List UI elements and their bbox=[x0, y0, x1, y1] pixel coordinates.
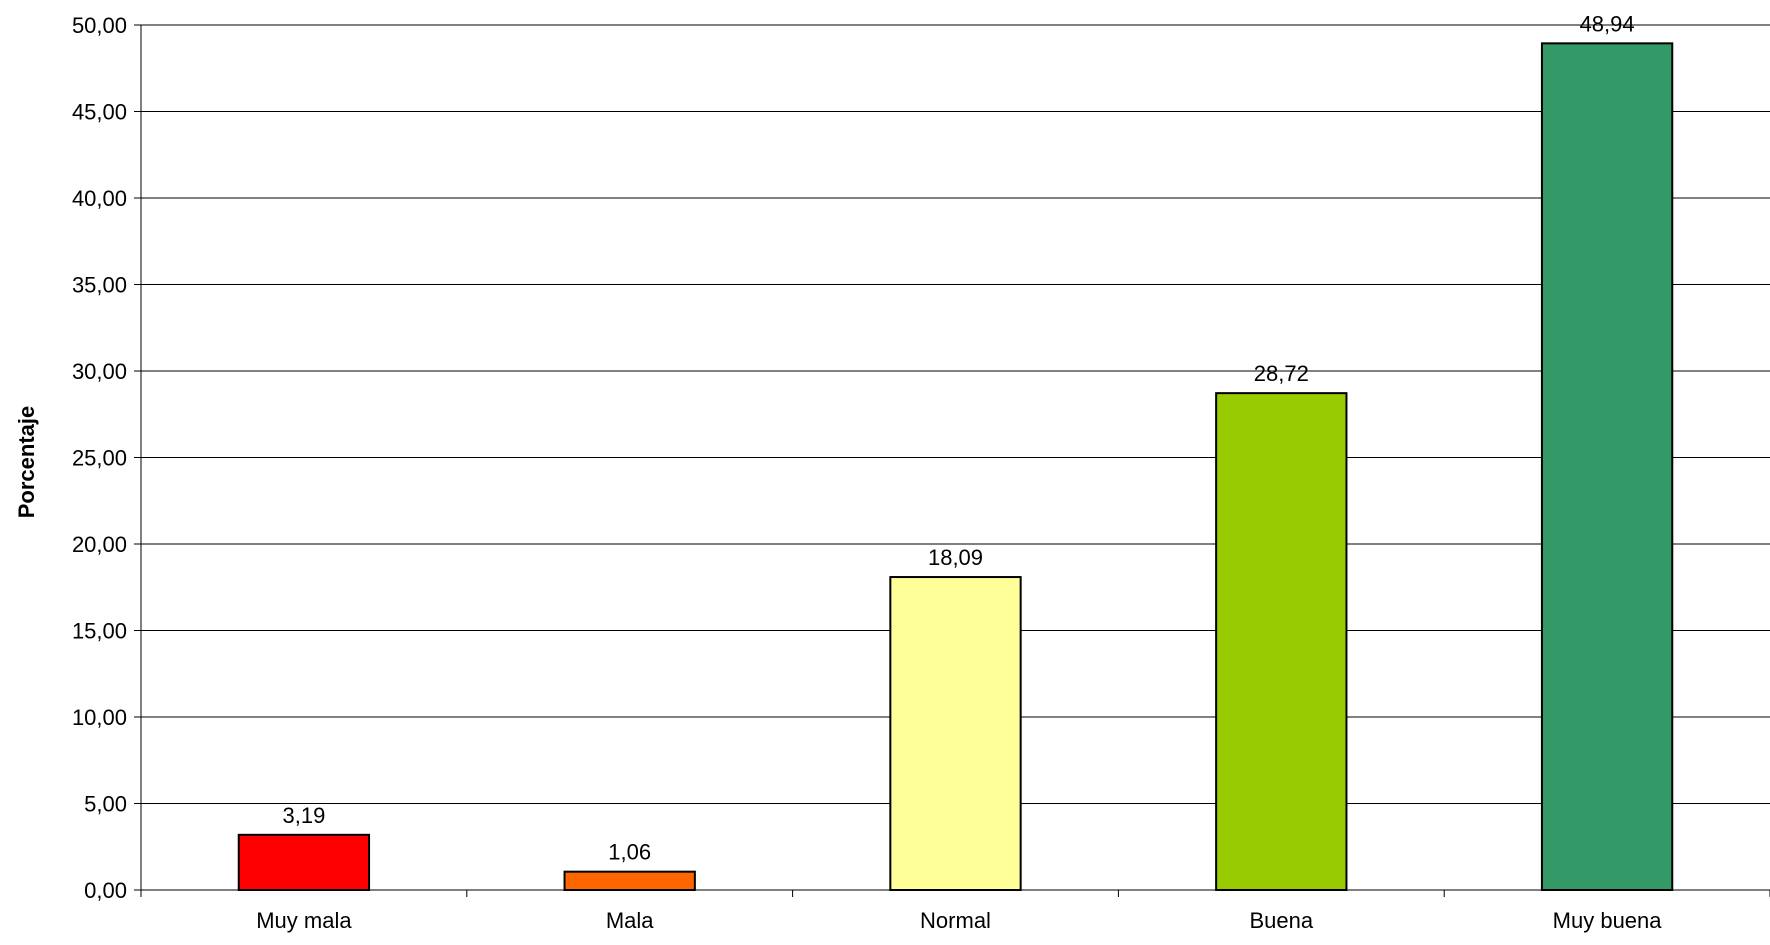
y-tick-label: 30,00 bbox=[72, 359, 127, 384]
data-label: 28,72 bbox=[1254, 361, 1309, 386]
axes: 0,00 5,00 10,00 15,00 20,00 25,00 30,00 35,00 40… bbox=[72, 13, 1770, 933]
y-tick-label: 25,00 bbox=[72, 446, 127, 471]
x-tick-label: Muy buena bbox=[1553, 908, 1663, 933]
data-label: 18,09 bbox=[928, 545, 983, 570]
data-label: 1,06 bbox=[608, 840, 651, 865]
bar bbox=[889, 576, 1022, 892]
data-labels: 3,19 1,06 18,09 28,72 48,94 bbox=[282, 11, 1634, 864]
data-label: 48,94 bbox=[1580, 11, 1635, 36]
y-axis-label: Porcentaje bbox=[14, 406, 39, 519]
y-tick-label: 5,00 bbox=[84, 792, 127, 817]
y-tick-label: 40,00 bbox=[72, 186, 127, 211]
bar bbox=[1215, 392, 1348, 891]
bars bbox=[237, 42, 1674, 892]
y-tick-label: 15,00 bbox=[72, 619, 127, 644]
y-tick-label: 45,00 bbox=[72, 100, 127, 125]
x-tick-label: Mala bbox=[606, 908, 654, 933]
x-tick-label: Muy mala bbox=[256, 908, 352, 933]
bar bbox=[563, 870, 696, 891]
gridlines bbox=[141, 24, 1770, 804]
y-tick-label: 0,00 bbox=[84, 878, 127, 903]
bar bbox=[237, 833, 371, 891]
y-tick-label: 10,00 bbox=[72, 705, 127, 730]
data-label: 3,19 bbox=[282, 803, 325, 828]
y-tick-label: 35,00 bbox=[72, 273, 127, 298]
bar bbox=[1540, 42, 1674, 891]
x-tick-label: Buena bbox=[1249, 908, 1313, 933]
y-tick-label: 50,00 bbox=[72, 13, 127, 38]
y-tick-label: 20,00 bbox=[72, 532, 127, 557]
x-tick-label: Normal bbox=[920, 908, 991, 933]
